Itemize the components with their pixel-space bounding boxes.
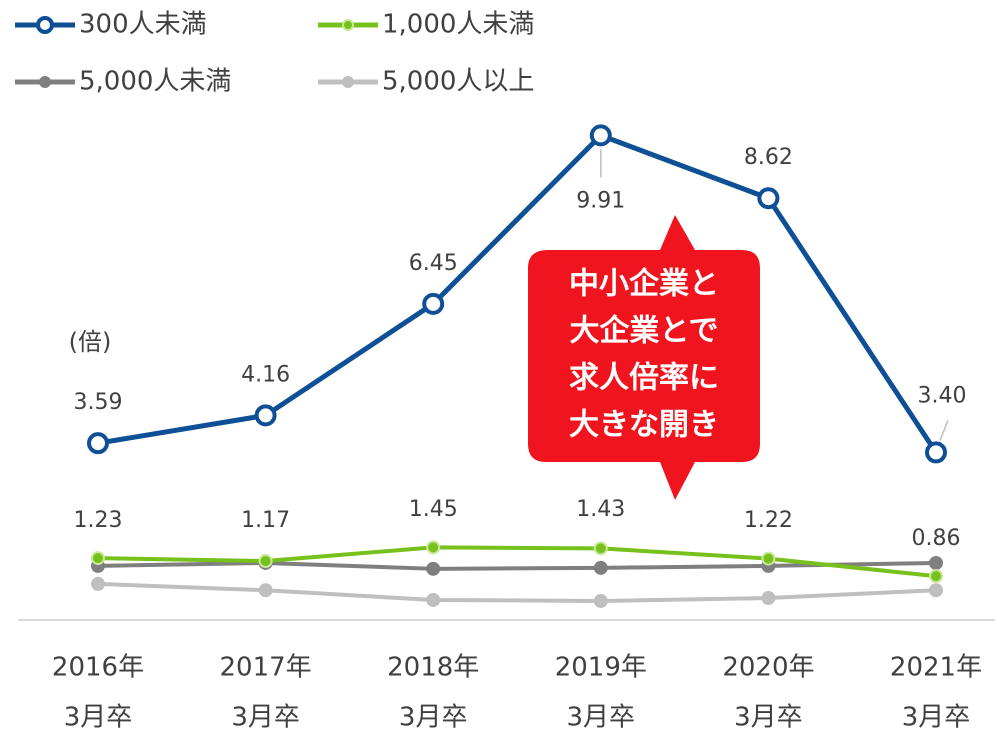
point — [426, 592, 441, 607]
point — [258, 554, 273, 569]
legend-label: 5,000人未満 — [79, 67, 231, 97]
x-tick-label: 3月卒 — [734, 703, 803, 733]
point — [757, 187, 780, 210]
point — [593, 560, 608, 575]
x-tick-label: 3月卒 — [567, 703, 636, 733]
data-label: 6.45 — [409, 251, 458, 276]
legend-marker — [36, 16, 54, 34]
legend-marker — [39, 76, 51, 88]
point — [929, 583, 943, 598]
legend-marker — [342, 76, 354, 88]
data-label: 0.86 — [912, 526, 961, 551]
x-tick-label: 2021年 — [890, 653, 982, 683]
point — [91, 551, 105, 566]
point — [426, 561, 441, 576]
point — [426, 540, 441, 555]
point — [87, 432, 109, 455]
data-label: 3.59 — [74, 390, 123, 415]
y-unit: (倍) — [69, 328, 112, 356]
point — [254, 404, 277, 427]
leader-line — [939, 420, 949, 441]
legend-marker — [342, 19, 354, 31]
x-tick-label: 3月卒 — [902, 703, 971, 733]
point — [593, 541, 608, 556]
callout-box — [528, 215, 760, 500]
point — [593, 593, 608, 608]
point — [589, 124, 612, 147]
callout-text: 大企業とで — [569, 314, 718, 349]
data-label: 1.17 — [241, 508, 290, 533]
point — [761, 591, 776, 606]
x-tick-label: 3月卒 — [64, 703, 133, 733]
data-label: 1.22 — [744, 508, 793, 533]
point — [929, 555, 943, 570]
point — [422, 292, 445, 315]
point — [258, 583, 273, 598]
x-tick-label: 2020年 — [722, 653, 814, 683]
series-line — [97, 560, 937, 571]
legend-label: 300人未満 — [79, 10, 207, 40]
callout-text: 大きな開き — [569, 408, 719, 443]
data-label: 9.91 — [576, 188, 625, 213]
series-line — [97, 132, 939, 454]
legend-label: 5,000人以上 — [382, 67, 534, 97]
series-line — [97, 581, 937, 603]
point — [929, 569, 943, 584]
x-tick-label: 3月卒 — [231, 703, 300, 733]
data-label: 8.62 — [744, 145, 793, 170]
x-tick-label: 2018年 — [387, 653, 479, 683]
series-line — [97, 545, 937, 579]
point — [761, 551, 776, 566]
data-label: 4.16 — [241, 362, 290, 387]
x-tick-label: 2016年 — [52, 653, 144, 683]
data-label: 1.45 — [409, 497, 458, 522]
data-label: 1.43 — [576, 497, 625, 522]
callout-text: 中小企業と — [569, 267, 719, 302]
data-label: 1.23 — [74, 508, 123, 533]
data-label: 3.40 — [918, 383, 967, 408]
x-tick-label: 2019年 — [555, 653, 647, 683]
point — [925, 441, 947, 464]
callout-text: 求人倍率に — [569, 361, 719, 396]
point — [91, 576, 105, 591]
x-tick-label: 2017年 — [220, 653, 312, 683]
x-tick-label: 3月卒 — [399, 703, 468, 733]
legend-label: 1,000人未満 — [382, 10, 534, 40]
